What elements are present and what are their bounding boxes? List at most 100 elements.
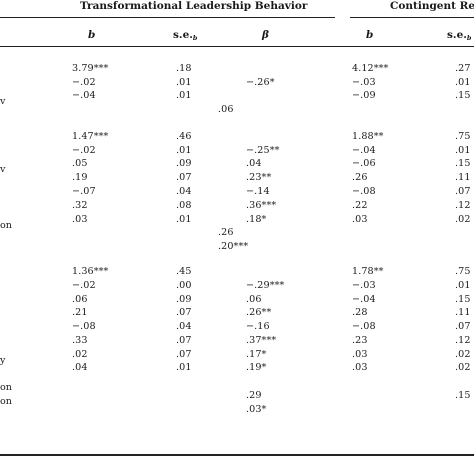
- row-label: y: [0, 355, 6, 366]
- cell-se2: .02: [455, 362, 471, 373]
- cell-se1: .08: [176, 200, 192, 211]
- cell-se2: .12: [455, 335, 471, 346]
- cell-se2: .15: [455, 390, 471, 401]
- cell-beta1: .04: [246, 158, 262, 169]
- row-label: on: [0, 382, 12, 393]
- cell-b2: −.08: [352, 186, 376, 197]
- cell-b2: .03: [352, 214, 368, 225]
- cell-beta1: .17*: [246, 349, 267, 360]
- cell-b2: −.04: [352, 294, 376, 305]
- cell-se2: .02: [455, 349, 471, 360]
- cell-b1: .03: [72, 214, 88, 225]
- cell-se2: .01: [455, 77, 471, 88]
- cell-b1: .32: [72, 200, 88, 211]
- cell-se1: .04: [176, 186, 192, 197]
- cell-b2: 4.12***: [352, 63, 389, 74]
- cell-se1: .01: [176, 90, 192, 101]
- cell-se2: .75: [455, 266, 471, 277]
- cell-b2: −.09: [352, 90, 376, 101]
- col-b2: b: [366, 29, 374, 41]
- group1-rule: [60, 17, 335, 18]
- cell-beta1: .19*: [246, 362, 267, 373]
- cell-b2: .26: [352, 172, 368, 183]
- cell-b2: 1.88**: [352, 131, 384, 142]
- cell-se1: .46: [176, 131, 192, 142]
- col-beta1: β: [262, 29, 269, 41]
- cell-se1: .18: [176, 63, 192, 74]
- cell-se2: .15: [455, 90, 471, 101]
- cell-b2: −.03: [352, 77, 376, 88]
- cell-se2: .15: [455, 294, 471, 305]
- group1-header: Transformational Leadership Behavior: [80, 0, 308, 12]
- cell-beta1: .06: [246, 294, 262, 305]
- cell-beta1: .23**: [246, 172, 272, 183]
- cell-se2: .02: [455, 214, 471, 225]
- cell-se2: .75: [455, 131, 471, 142]
- cell-beta1: −.14: [246, 186, 270, 197]
- cell-b1: 1.36***: [72, 266, 109, 277]
- cell-beta1: −.29***: [246, 280, 285, 291]
- cell-se1: .00: [176, 280, 192, 291]
- cell-b1: .04: [72, 362, 88, 373]
- cell-se1: .09: [176, 158, 192, 169]
- cell-b1: −.07: [72, 186, 96, 197]
- cell-b2: 1.78**: [352, 266, 384, 277]
- cell-se1: .07: [176, 307, 192, 318]
- cell-b1: .33: [72, 335, 88, 346]
- cell-se1: .07: [176, 349, 192, 360]
- cell-se2: .01: [455, 280, 471, 291]
- cell-b2: −.03: [352, 280, 376, 291]
- cell-b1: 1.47***: [72, 131, 109, 142]
- group2-rule: [350, 17, 474, 18]
- cell-se2: .01: [455, 145, 471, 156]
- cell-se1: .07: [176, 335, 192, 346]
- cell-se2: .07: [455, 321, 471, 332]
- cell-b2: .03: [352, 349, 368, 360]
- cell-b1: −.02: [72, 145, 96, 156]
- cell-beta1: .06: [218, 104, 234, 115]
- cell-b1: .19: [72, 172, 88, 183]
- col-se1: s.e.b: [173, 29, 198, 42]
- cell-b2: .03: [352, 362, 368, 373]
- cell-se1: .01: [176, 362, 192, 373]
- cell-beta1: −.25**: [246, 145, 280, 156]
- cell-beta1: .26**: [246, 307, 272, 318]
- cell-beta1: .29: [246, 390, 262, 401]
- cell-b1: −.02: [72, 77, 96, 88]
- cell-b2: .28: [352, 307, 368, 318]
- cell-se2: .27: [455, 63, 471, 74]
- cell-beta1: .36***: [246, 200, 277, 211]
- cell-b1: 3.79***: [72, 63, 109, 74]
- cell-se2: .11: [455, 172, 471, 183]
- cell-b1: .06: [72, 294, 88, 305]
- cell-beta1: .37***: [246, 335, 277, 346]
- cell-beta1: .18*: [246, 214, 267, 225]
- cell-b2: −.06: [352, 158, 376, 169]
- cell-se1: .09: [176, 294, 192, 305]
- row-label: on: [0, 396, 12, 407]
- bottom-rule: [0, 454, 474, 456]
- cell-b1: −.04: [72, 90, 96, 101]
- cell-se2: .12: [455, 200, 471, 211]
- cell-b1: .05: [72, 158, 88, 169]
- cell-b2: −.08: [352, 321, 376, 332]
- group2-header: Contingent Rewa: [390, 0, 474, 12]
- cell-se2: .15: [455, 158, 471, 169]
- cell-se1: .04: [176, 321, 192, 332]
- cell-b2: .22: [352, 200, 368, 211]
- row-label: v: [0, 96, 6, 107]
- cell-beta1: .26: [218, 227, 234, 238]
- cell-se2: .11: [455, 307, 471, 318]
- cell-se1: .01: [176, 145, 192, 156]
- cell-se2: .07: [455, 186, 471, 197]
- cell-b2: −.04: [352, 145, 376, 156]
- cell-b1: .02: [72, 349, 88, 360]
- cell-se1: .07: [176, 172, 192, 183]
- cell-b2: .23: [352, 335, 368, 346]
- header-rule: [0, 46, 474, 47]
- col-b1: b: [88, 29, 96, 41]
- cell-b1: .21: [72, 307, 88, 318]
- col-se2: s.e.b: [447, 29, 472, 42]
- row-label: on: [0, 220, 12, 231]
